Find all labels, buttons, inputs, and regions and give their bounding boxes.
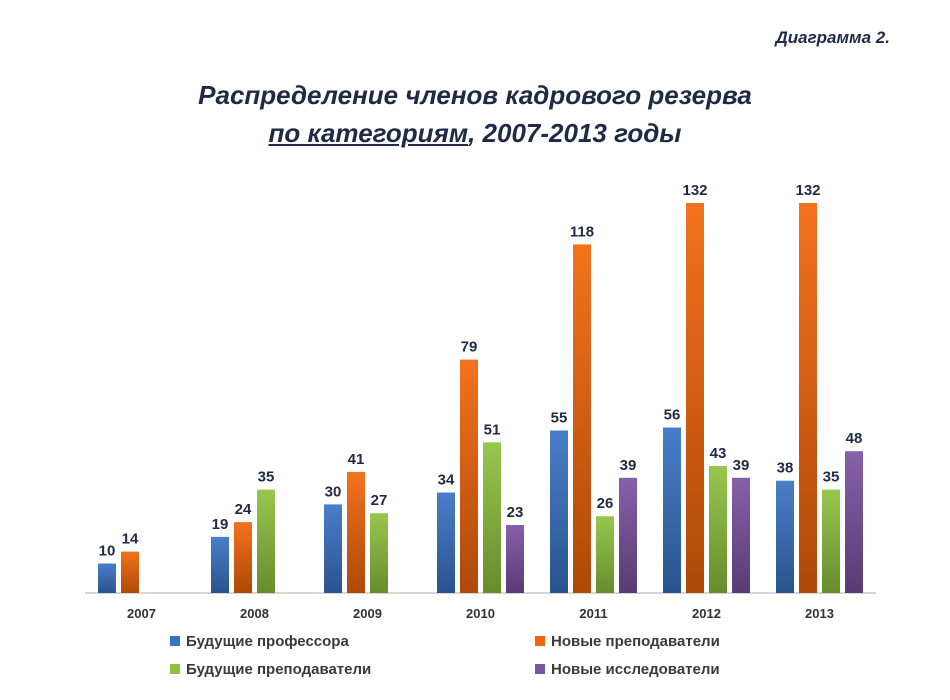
diagram-number: Диаграмма 2.: [775, 28, 890, 47]
bar-2013-series-2: [799, 203, 817, 593]
bar-2008-series-3: [257, 489, 275, 593]
x-tick-label-2009: 2009: [353, 606, 382, 621]
data-labels-layer: 10 14 19 24 35 30 41 27 34 79 51 23 55 118 26 39 56 132 43…: [99, 182, 863, 560]
chart-title-line-2: по категориям, 2007-2013 годы: [0, 118, 950, 149]
bar-2008-series-1: [211, 536, 229, 593]
legend-label-series-2: Новые преподаватели: [551, 632, 720, 650]
chart-legend: Будущие профессора Новые преподаватели Буд…: [170, 630, 790, 680]
bar-2013-series-3: [822, 489, 840, 593]
data-label-2011-series-2: 118: [570, 223, 594, 240]
chart-title-rest: , 2007-2013 годы: [468, 118, 682, 148]
chart-title-line-1: Распределение членов кадрового резерва: [198, 80, 752, 110]
data-label-2010-series-2: 79: [461, 339, 478, 356]
bar-2010-series-4: [506, 525, 524, 593]
legend-label-series-1: Будущие профессора: [186, 632, 349, 650]
bar-2007-series-1: [98, 563, 116, 593]
data-label-2009-series-3: 27: [371, 492, 388, 509]
legend-item-series-2: Новые преподаватели: [535, 630, 790, 652]
bar-2008-series-2: [234, 522, 252, 593]
data-label-2011-series-4: 39: [620, 457, 637, 474]
data-label-2009-series-1: 30: [325, 483, 342, 500]
bar-2011-series-2: [573, 244, 591, 593]
bar-2011-series-1: [550, 430, 568, 593]
bar-2013-series-1: [776, 480, 794, 593]
legend-item-series-3: Будущие преподаватели: [170, 658, 535, 680]
legend-swatch-series-1: [170, 636, 180, 646]
chart-title-underlined: по категориям: [268, 118, 469, 148]
x-tick-label-2013: 2013: [805, 606, 834, 621]
data-label-2008-series-3: 35: [258, 469, 275, 486]
data-label-2008-series-1: 19: [212, 516, 229, 533]
bar-2012-series-1: [663, 427, 681, 593]
legend-swatch-series-4: [535, 664, 545, 674]
data-label-2010-series-3: 51: [484, 421, 501, 438]
x-tick-label-2012: 2012: [692, 606, 721, 621]
legend-label-series-4: Новые исследователи: [551, 660, 720, 678]
data-label-2013-series-1: 38: [777, 460, 794, 477]
bars-layer: [98, 203, 863, 593]
data-label-2008-series-2: 24: [235, 501, 252, 518]
bar-2012-series-2: [686, 203, 704, 593]
data-label-2012-series-2: 132: [682, 182, 707, 199]
data-label-2010-series-1: 34: [438, 472, 455, 489]
bar-2010-series-3: [483, 442, 501, 593]
data-label-2013-series-2: 132: [795, 182, 820, 199]
data-label-2009-series-2: 41: [348, 451, 365, 468]
legend-label-series-3: Будущие преподаватели: [186, 660, 372, 678]
bar-2009-series-2: [347, 471, 365, 593]
data-label-2011-series-1: 55: [551, 410, 568, 427]
data-label-2007-series-1: 10: [99, 543, 116, 560]
bar-2010-series-1: [437, 492, 455, 593]
x-tick-label-2008: 2008: [240, 606, 269, 621]
legend-swatch-series-2: [535, 636, 545, 646]
legend-item-series-1: Будущие профессора: [170, 630, 535, 652]
x-tick-label-2007: 2007: [127, 606, 156, 621]
data-label-2012-series-3: 43: [710, 445, 727, 462]
bar-2009-series-1: [324, 504, 342, 593]
bar-2011-series-3: [596, 516, 614, 593]
data-label-2012-series-1: 56: [664, 407, 681, 424]
x-tick-label-2010: 2010: [466, 606, 495, 621]
data-label-2007-series-2: 14: [122, 531, 139, 548]
bar-2012-series-3: [709, 466, 727, 593]
bar-2009-series-3: [370, 513, 388, 593]
data-label-2011-series-3: 26: [597, 495, 614, 512]
bar-2007-series-2: [121, 551, 139, 593]
x-tick-label-2011: 2011: [579, 606, 607, 621]
x-tick-labels-layer: 2007 2008 2009 2010 2011 2012 2013: [127, 606, 834, 621]
legend-swatch-series-3: [170, 664, 180, 674]
data-label-2012-series-4: 39: [733, 457, 750, 474]
legend-item-series-4: Новые исследователи: [535, 658, 790, 680]
bar-2010-series-2: [460, 359, 478, 593]
data-label-2013-series-3: 35: [823, 469, 840, 486]
bar-2012-series-4: [732, 477, 750, 593]
bar-2011-series-4: [619, 477, 637, 593]
data-label-2013-series-4: 48: [846, 430, 863, 447]
bar-2013-series-4: [845, 451, 863, 593]
data-label-2010-series-4: 23: [507, 504, 524, 521]
